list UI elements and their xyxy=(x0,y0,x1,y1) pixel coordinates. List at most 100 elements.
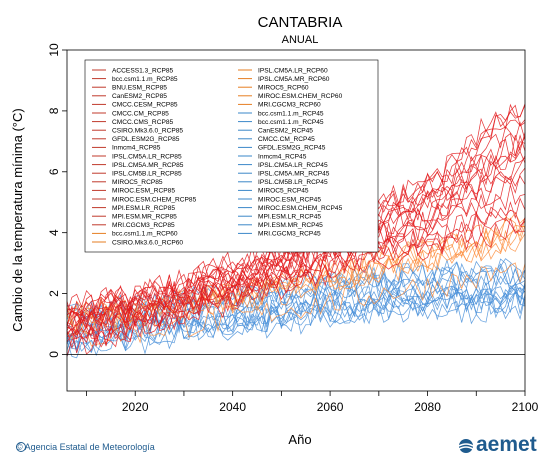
x-tick-label: 2040 xyxy=(219,400,246,414)
legend-label: IPSL.CM5A.LR_RCP45 xyxy=(258,162,328,169)
copyright-circle-icon xyxy=(16,442,26,452)
x-tick-label: 2080 xyxy=(414,400,441,414)
aemet-logo: aemet xyxy=(458,433,537,456)
legend-item: MRI.CGCM3_RCP85 xyxy=(92,222,175,229)
x-tick-label: 2060 xyxy=(317,400,344,414)
legend-label: MPI.ESM.LR_RCP85 xyxy=(112,205,175,212)
legend-item: IPSL.CM5A.LR_RCP60 xyxy=(238,67,328,74)
y-tick-label: 2 xyxy=(47,290,61,297)
series-line-rcp60 xyxy=(66,218,526,330)
legend-label: CanESM2_RCP45 xyxy=(258,128,313,135)
series-line-rcp85 xyxy=(66,197,526,339)
legend-item: MIROC.ESM.CHEM_RCP45 xyxy=(238,205,343,212)
legend-item: IPSL.CM5A.LR_RCP45 xyxy=(238,162,328,169)
y-axis: 0 2 4 6 8 10 xyxy=(47,43,67,358)
y-tick-label: 0 xyxy=(47,351,61,358)
legend-label: IPSL.CM5A.MR_RCP60 xyxy=(258,76,330,83)
legend-label: bcc.csm1.1.m_RCP45 xyxy=(258,119,324,126)
legend-item: CMCC.CESM_RCP85 xyxy=(92,102,178,109)
legend-item: ACCESS1.3_RCP85 xyxy=(92,67,174,74)
legend-label: CSIRO.Mk3.6.0_RCP85 xyxy=(112,128,183,135)
legend-item: Inmcm4_RCP45 xyxy=(238,153,307,160)
legend-label: BNU.ESM_RCP85 xyxy=(112,85,167,92)
series-line-rcp45 xyxy=(66,289,526,357)
legend-item: MIROC.ESM.CHEM_RCP85 xyxy=(92,196,197,203)
legend-item: CMCC.CM_RCP85 xyxy=(92,110,169,117)
aemet-logo-icon xyxy=(458,439,474,453)
legend-label: IPSL.CM5B.LR_RCP85 xyxy=(112,171,182,178)
chart-subtitle: ANUAL xyxy=(282,34,319,46)
legend-label: MIROC5_RCP60 xyxy=(258,85,309,92)
legend-label: MIROC.ESM_RCP45 xyxy=(258,196,321,203)
legend-item: IPSL.CM5B.LR_RCP45 xyxy=(238,179,328,186)
y-tick-label: 6 xyxy=(47,168,61,175)
legend-label: IPSL.CM5A.MR_RCP45 xyxy=(258,171,330,178)
series-line-rcp85 xyxy=(66,104,526,320)
legend-item: CMCC.CM_RCP45 xyxy=(238,136,315,143)
legend-item: bcc.csm1.1.m_RCP85 xyxy=(92,76,178,83)
y-axis-label: Cambio de la temperatura mínima (°C) xyxy=(10,108,25,331)
legend-item: IPSL.CM5A.MR_RCP60 xyxy=(238,76,330,83)
series-line-rcp85 xyxy=(66,167,526,335)
legend-item: bcc.csm1.1.m_RCP60 xyxy=(92,231,178,238)
legend-label: MPI.ESM.MR_RCP45 xyxy=(258,222,323,229)
legend-label: bcc.csm1.1.m_RCP85 xyxy=(112,76,178,83)
legend-item: IPSL.CM5B.LR_RCP85 xyxy=(92,171,182,178)
aemet-logo-text: aemet xyxy=(476,433,537,456)
legend-item: MRI.CGCM3_RCP45 xyxy=(238,231,321,238)
legend-item: BNU.ESM_RCP85 xyxy=(92,85,167,92)
legend-item: GFDL.ESM2G_RCP85 xyxy=(92,136,180,143)
legend-label: CSIRO.Mk3.6.0_RCP60 xyxy=(112,239,183,246)
legend-label: bcc.csm1.1.m_RCP60 xyxy=(112,231,178,238)
legend-item: MRI.CGCM3_RCP60 xyxy=(238,102,321,109)
legend-label: MIROC5_RCP85 xyxy=(112,179,163,186)
legend-item: GFDL.ESM2G_RCP45 xyxy=(238,145,326,152)
legend-item: MIROC5_RCP45 xyxy=(238,188,309,195)
legend-label: bcc.csm1.1.m_RCP45 xyxy=(258,110,324,117)
series-line-rcp85 xyxy=(66,217,526,357)
legend-label: MIROC.ESM.CHEM_RCP85 xyxy=(112,196,197,203)
legend-item: CanESM2_RCP45 xyxy=(238,128,313,135)
legend-item: MIROC.ESM_RCP45 xyxy=(238,196,321,203)
legend-item: IPSL.CM5A.MR_RCP85 xyxy=(92,162,184,169)
footer-credit: © Agencia Estatal de Meteorología xyxy=(16,442,155,452)
legend-item: MIROC.ESM.CHEM_RCP60 xyxy=(238,93,343,100)
legend-label: CMCC.CM_RCP85 xyxy=(112,110,169,117)
legend-label: GFDL.ESM2G_RCP45 xyxy=(258,145,326,152)
legend-item: bcc.csm1.1.m_RCP45 xyxy=(238,119,324,126)
series-line-rcp85 xyxy=(66,214,526,354)
series-line-rcp60 xyxy=(66,262,526,347)
legend-label: MPI.ESM.LR_RCP45 xyxy=(258,214,321,221)
legend-label: Inmcm4_RCP45 xyxy=(258,153,307,160)
legend-item: CMCC.CMS_RCP85 xyxy=(92,119,174,126)
y-tick-label: 8 xyxy=(47,107,61,114)
x-axis-label: Año xyxy=(288,432,311,447)
legend-item: MPI.ESM.MR_RCP45 xyxy=(238,222,323,229)
legend-label: CMCC.CESM_RCP85 xyxy=(112,102,178,109)
legend-label: CanESM2_RCP85 xyxy=(112,93,167,100)
legend-item: IPSL.CM5A.MR_RCP45 xyxy=(238,171,330,178)
series-line-rcp85 xyxy=(66,136,526,323)
x-axis: 2020 2040 2060 2080 2100 xyxy=(86,391,539,414)
series-line-rcp45 xyxy=(66,286,526,353)
legend-item: MPI.ESM.LR_RCP85 xyxy=(92,205,175,212)
x-tick-label: 2100 xyxy=(512,400,539,414)
legend-item: MIROC5_RCP85 xyxy=(92,179,163,186)
series-line-rcp45 xyxy=(66,270,526,337)
series-layer xyxy=(66,103,526,359)
legend-item: bcc.csm1.1.m_RCP45 xyxy=(238,110,324,117)
legend-label: CMCC.CM_RCP45 xyxy=(258,136,315,143)
legend: ACCESS1.3_RCP85 bcc.csm1.1.m_RCP85 BNU.ESM… xyxy=(84,59,379,253)
legend-label: MIROC5_RCP45 xyxy=(258,188,309,195)
x-tick-label: 2020 xyxy=(122,400,149,414)
legend-label: IPSL.CM5A.LR_RCP85 xyxy=(112,153,182,160)
legend-label: IPSL.CM5A.MR_RCP85 xyxy=(112,162,184,169)
legend-label: CMCC.CMS_RCP85 xyxy=(112,119,174,126)
legend-label: MIROC.ESM.CHEM_RCP45 xyxy=(258,205,343,212)
legend-item: MIROC5_RCP60 xyxy=(238,85,309,92)
legend-label: MIROC.ESM_RCP85 xyxy=(112,188,175,195)
legend-item: IPSL.CM5A.LR_RCP85 xyxy=(92,153,182,160)
legend-item: MIROC.ESM_RCP85 xyxy=(92,188,175,195)
legend-item: CSIRO.Mk3.6.0_RCP85 xyxy=(92,128,183,135)
